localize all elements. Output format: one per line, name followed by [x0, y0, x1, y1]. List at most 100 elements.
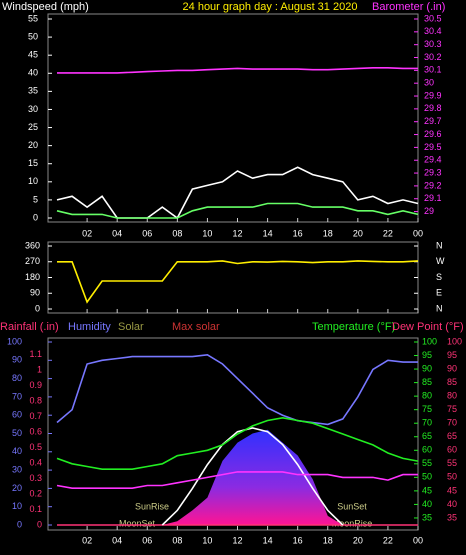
y-tick-label: 50 [12, 428, 22, 438]
y-tick-label: 90 [12, 355, 22, 365]
y-tick-label: 29.2 [424, 180, 442, 190]
y-tick-label: 0.7 [29, 411, 42, 421]
y-tick-label: 35 [447, 512, 457, 522]
x-tick-label: 22 [383, 228, 393, 238]
y-tick-label: 50 [422, 472, 432, 482]
y-tick-label: 0.9 [29, 380, 42, 390]
y-tick-label: 30.2 [424, 52, 442, 62]
y-tick-label: 29.5 [424, 142, 442, 152]
legend-rainfall: Rainfall (.in) [0, 321, 59, 333]
y-tick-label: 29.6 [424, 129, 442, 139]
y-tick-label: 180 [25, 272, 40, 282]
y-tick-label: 100 [7, 336, 22, 346]
y-tick-label: W [436, 256, 445, 266]
y-tick-label: 30 [424, 78, 434, 88]
x-tick-label: 04 [112, 535, 122, 545]
y-tick-label: 10 [28, 176, 38, 186]
y-tick-label: 45 [28, 50, 38, 60]
y-tick-label: 60 [12, 410, 22, 420]
x-tick-label: 02 [82, 535, 92, 545]
y-tick-label: 70 [422, 418, 432, 428]
x-tick-label: 20 [353, 535, 363, 545]
x-tick-label: 18 [323, 228, 333, 238]
x-tick-label: 04 [112, 228, 122, 238]
y-tick-label: 55 [28, 13, 38, 23]
y-tick-label: 65 [447, 431, 457, 441]
x-tick-label: 12 [233, 535, 243, 545]
y-tick-label: 15 [28, 158, 38, 168]
y-tick-label: 0 [35, 303, 40, 313]
y-tick-label: 1.1 [29, 349, 42, 359]
y-tick-label: 40 [422, 499, 432, 509]
x-tick-label: 10 [202, 535, 212, 545]
series-line [57, 67, 418, 74]
y-tick-label: 40 [447, 499, 457, 509]
y-tick-label: 30.5 [424, 13, 442, 23]
y-tick-label: 0.8 [29, 395, 42, 405]
x-tick-label: 06 [142, 228, 152, 238]
y-tick-label: 45 [422, 485, 432, 495]
x-tick-label: 10 [202, 228, 212, 238]
y-tick-label: 0.6 [29, 426, 42, 436]
y-tick-label: 75 [447, 404, 457, 414]
y-tick-label: 55 [422, 458, 432, 468]
y-tick-label: 25 [28, 122, 38, 132]
y-tick-label: 80 [12, 373, 22, 383]
annotation: SunRise [135, 501, 169, 511]
y-tick-label: 0.3 [29, 473, 42, 483]
legend-max-solar: Max solar [172, 321, 220, 333]
x-tick-label: 00 [413, 228, 423, 238]
x-tick-label: 00 [413, 535, 423, 545]
y-tick-label: 45 [447, 485, 457, 495]
y-tick-label: 5 [33, 194, 38, 204]
y-tick-label: 30 [12, 464, 22, 474]
solar-area [57, 429, 418, 525]
y-tick-label: 10 [12, 501, 22, 511]
y-tick-label: 65 [422, 431, 432, 441]
y-tick-label: 0.2 [29, 488, 42, 498]
x-tick-label: 18 [323, 535, 333, 545]
y-tick-label: 75 [422, 404, 432, 414]
y-tick-label: 85 [447, 377, 457, 387]
y-tick-label: 30.1 [424, 65, 442, 75]
y-tick-label: 50 [28, 31, 38, 41]
y-tick-label: 40 [28, 68, 38, 78]
y-tick-label: N [436, 240, 443, 250]
y-tick-label: 95 [422, 350, 432, 360]
y-tick-label: 1 [37, 364, 42, 374]
y-tick-label: 100 [447, 336, 462, 346]
series-line [56, 202, 419, 219]
y-tick-label: 90 [447, 363, 457, 373]
x-tick-label: 02 [82, 228, 92, 238]
x-tick-label: 08 [172, 535, 182, 545]
x-tick-label: 06 [142, 535, 152, 545]
y-tick-label: N [436, 303, 443, 313]
y-tick-label: 29.3 [424, 167, 442, 177]
series-line [56, 353, 418, 426]
annotation: MoonRise [332, 518, 373, 528]
barometer-axis-label: Barometer (.in) [372, 1, 445, 13]
y-tick-label: 35 [422, 512, 432, 522]
x-tick-label: 14 [263, 535, 273, 545]
y-tick-label: 0.5 [29, 442, 42, 452]
legend-humidity: Humidity [68, 321, 111, 333]
y-tick-label: 95 [447, 350, 457, 360]
y-tick-label: 20 [12, 483, 22, 493]
y-tick-label: 0 [33, 212, 38, 222]
annotation: SunSet [337, 501, 367, 511]
chart-title: 24 hour graph day : August 31 2020 [183, 1, 358, 13]
legend-temperature: Temperature (°F) [312, 321, 395, 333]
y-tick-label: 80 [422, 391, 432, 401]
y-tick-label: 29.1 [424, 193, 442, 203]
y-tick-label: 0.1 [29, 504, 42, 514]
y-tick-label: 80 [447, 391, 457, 401]
x-tick-label: 20 [353, 228, 363, 238]
y-tick-label: 60 [447, 445, 457, 455]
y-tick-label: 29.9 [424, 90, 442, 100]
y-tick-label: 70 [12, 391, 22, 401]
x-tick-label: 12 [233, 228, 243, 238]
y-tick-label: 100 [422, 336, 437, 346]
y-tick-label: 20 [28, 140, 38, 150]
